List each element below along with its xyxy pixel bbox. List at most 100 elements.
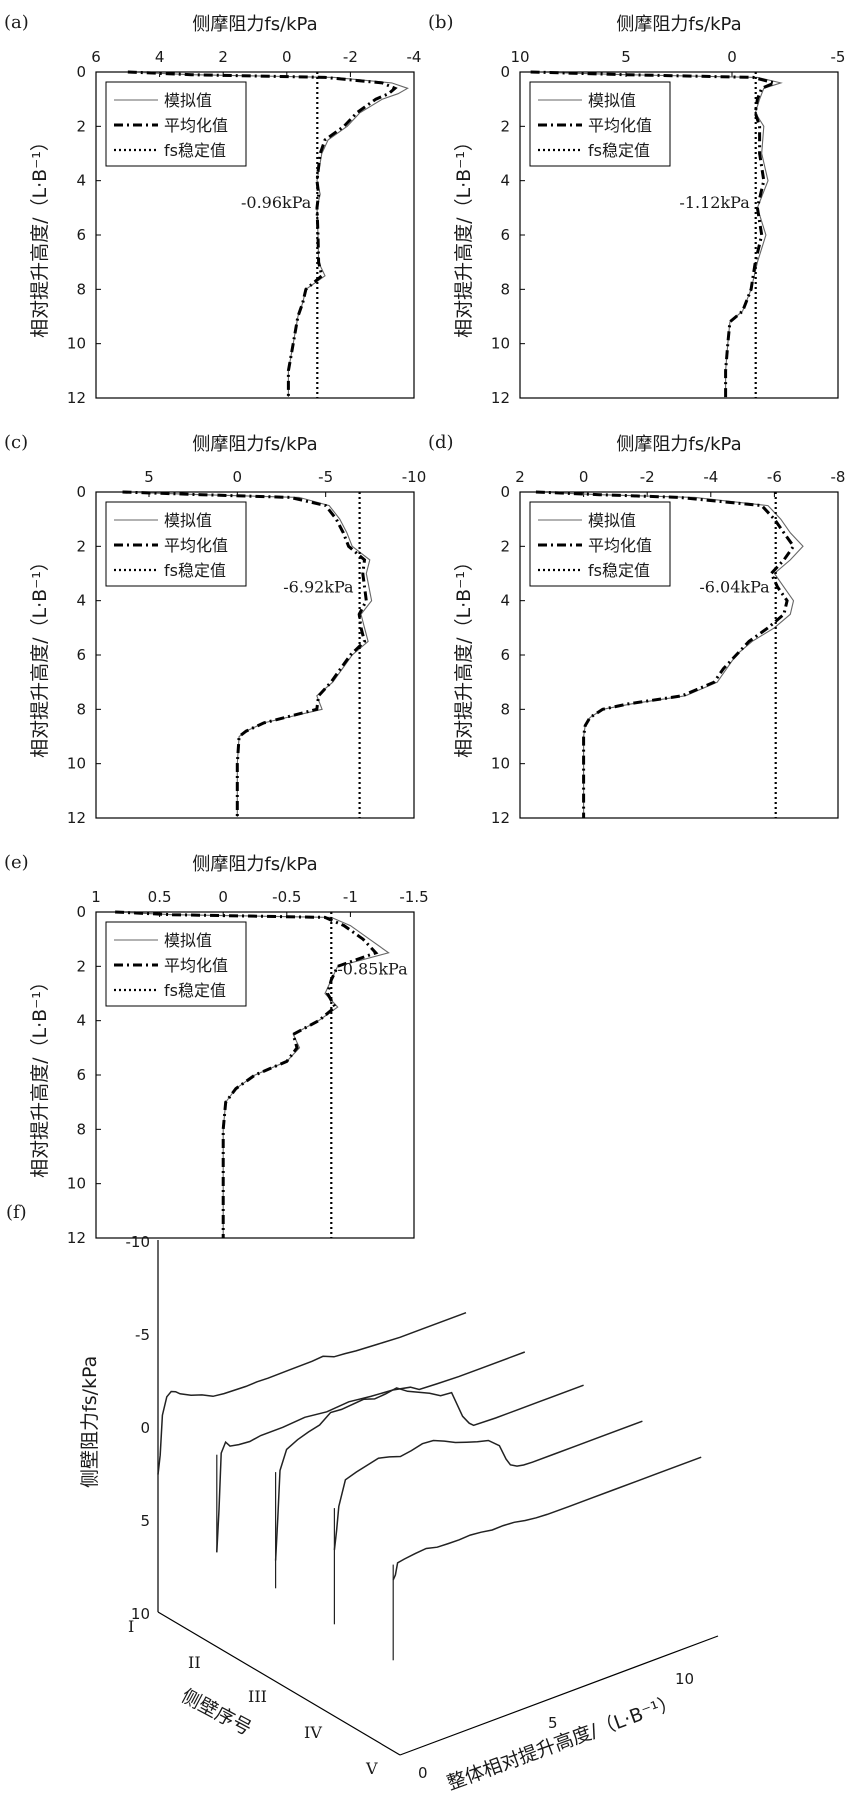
legend-box xyxy=(105,501,247,587)
y-tick-label: 10 xyxy=(67,755,86,773)
panel-f-label: (f) xyxy=(6,1202,27,1223)
legend-box xyxy=(529,501,671,587)
y-tick-label: 4 xyxy=(76,172,86,190)
chart-panel: (e) 侧摩阻力fs/kPa 1 0.5 0 -0.5 -1 -1.5 0 2 4 6 8 10 12 相对提… xyxy=(4,852,429,1247)
x-tick-label: -2 xyxy=(343,48,358,66)
z-tick-label: 10 xyxy=(131,1605,150,1623)
y-tick-label: 0 xyxy=(76,903,86,921)
y-tick-label: 12 xyxy=(67,389,86,407)
wall-axis-ticks: I II III IV V xyxy=(128,1617,378,1778)
stable-value-annotation: -0.96kPa xyxy=(241,193,312,212)
wall-curve-2 xyxy=(216,1351,526,1553)
legend-box xyxy=(105,81,247,167)
height-axis-ticks: 0 5 10 xyxy=(418,1670,694,1782)
z-tick-label: 5 xyxy=(140,1512,150,1530)
y-tick-label: 2 xyxy=(500,537,510,555)
y-tick-label: 10 xyxy=(67,1175,86,1193)
simulated-series-line xyxy=(530,71,783,398)
x-tick-label: 0 xyxy=(579,468,589,486)
height-tick-label: 5 xyxy=(548,1714,558,1732)
legend-entry: 平均化值 xyxy=(164,116,228,135)
y-tick-label: 2 xyxy=(76,957,86,975)
y-tick-label: 6 xyxy=(76,226,86,244)
height-axis-label: 整体相对提升高度/（L·B⁻¹） xyxy=(444,1691,681,1795)
legend-entry: fs稳定值 xyxy=(588,141,650,160)
y-axis-label: 相对提升高度/（L·B⁻¹） xyxy=(453,552,475,758)
y-tick-label: 4 xyxy=(76,1012,86,1030)
wall-curve-5 xyxy=(392,1456,702,1581)
legend-entry: fs稳定值 xyxy=(164,981,226,1000)
legend-entry: 平均化值 xyxy=(164,956,228,975)
panel-label: (c) xyxy=(4,432,28,453)
z-axis-label: 侧壁阻力fs/kPa xyxy=(79,1356,101,1488)
chart-panel: (a) 侧摩阻力fs/kPa 6 4 2 0 -2 -4 0 2 4 6 8 10 12 相对提升高度/（L·… xyxy=(4,12,421,407)
y-tick-label: 6 xyxy=(500,646,510,664)
panel-label: (a) xyxy=(4,12,29,33)
wall-tick-label: V xyxy=(365,1759,378,1778)
legend-entry: 平均化值 xyxy=(588,116,652,135)
averaged-series-line xyxy=(122,490,368,818)
y-tick-label: 8 xyxy=(500,700,510,718)
x-tick-label: 2 xyxy=(515,468,525,486)
y-tick-label: 8 xyxy=(500,280,510,298)
x-tick-label: -4 xyxy=(407,48,422,66)
x-tick-label: 2 xyxy=(218,48,228,66)
x-tick-label: -5 xyxy=(831,48,846,66)
averaged-series-line xyxy=(115,910,379,1238)
x-tick-label: -10 xyxy=(402,468,427,486)
wall-tick-label: II xyxy=(188,1653,201,1672)
y-tick-label: 12 xyxy=(491,389,510,407)
x-tick-label: -8 xyxy=(831,468,846,486)
height-tick-label: 0 xyxy=(418,1764,428,1782)
y-tick-label: 2 xyxy=(76,117,86,135)
panel-label: (b) xyxy=(428,12,454,33)
height-tick-label: 10 xyxy=(675,1670,694,1688)
legend-entry: 平均化值 xyxy=(588,536,652,555)
chart-title: 侧摩阻力fs/kPa xyxy=(616,434,741,455)
wall-tick-label: I xyxy=(128,1617,134,1636)
z-tick-label: -10 xyxy=(126,1233,151,1251)
y-axis-label: 相对提升高度/（L·B⁻¹） xyxy=(29,132,51,338)
chart-panel: (c) 侧摩阻力fs/kPa 5 0 -5 -10 0 2 4 6 8 10 12 相对提升高度/（L·B… xyxy=(4,432,426,827)
y-tick-label: 12 xyxy=(67,1229,86,1247)
stable-value-annotation: -1.12kPa xyxy=(679,193,750,212)
legend-entry: 模拟值 xyxy=(164,931,212,950)
chart-title: 侧摩阻力fs/kPa xyxy=(616,14,741,35)
wall-axis-line xyxy=(157,1611,401,1756)
panel-label: (e) xyxy=(4,852,29,873)
wall-curve-3 xyxy=(274,1384,584,1561)
y-tick-label: 4 xyxy=(500,592,510,610)
y-tick-label: 6 xyxy=(76,1066,86,1084)
x-tick-label: 6 xyxy=(91,48,101,66)
chart-title: 侧摩阻力fs/kPa xyxy=(192,14,317,35)
wall-tick-label: IV xyxy=(304,1723,322,1742)
y-tick-label: 12 xyxy=(67,809,86,827)
x-tick-label: -1.5 xyxy=(399,888,428,906)
panel-f: (f) -10 -5 0 5 10 侧壁阻力fs/kPa I II III IV… xyxy=(6,1202,719,1795)
x-tick-label: 0 xyxy=(282,48,292,66)
x-tick-label: 0.5 xyxy=(148,888,172,906)
y-tick-label: 12 xyxy=(491,809,510,827)
y-tick-label: 2 xyxy=(76,537,86,555)
wall-axis-label: 侧壁序号 xyxy=(178,1685,255,1740)
stable-value-annotation: -6.04kPa xyxy=(699,578,770,597)
wall-curve-4 xyxy=(333,1420,643,1551)
stable-value-annotation: -0.85kPa xyxy=(337,959,408,978)
legend-entry: 模拟值 xyxy=(588,91,636,110)
x-tick-label: 1 xyxy=(91,888,101,906)
legend-entry: 模拟值 xyxy=(164,511,212,530)
y-tick-label: 4 xyxy=(76,592,86,610)
x-tick-label: -0.5 xyxy=(272,888,301,906)
height-axis-line xyxy=(399,1635,719,1756)
averaged-series-line xyxy=(535,490,796,818)
x-tick-label: -5 xyxy=(318,468,333,486)
z-tick-label: -5 xyxy=(135,1326,150,1344)
y-tick-label: 0 xyxy=(76,483,86,501)
x-tick-label: 4 xyxy=(155,48,165,66)
y-tick-label: 10 xyxy=(67,335,86,353)
legend-entry: 模拟值 xyxy=(588,511,636,530)
legend-entry: fs稳定值 xyxy=(164,561,226,580)
y-tick-label: 2 xyxy=(500,117,510,135)
